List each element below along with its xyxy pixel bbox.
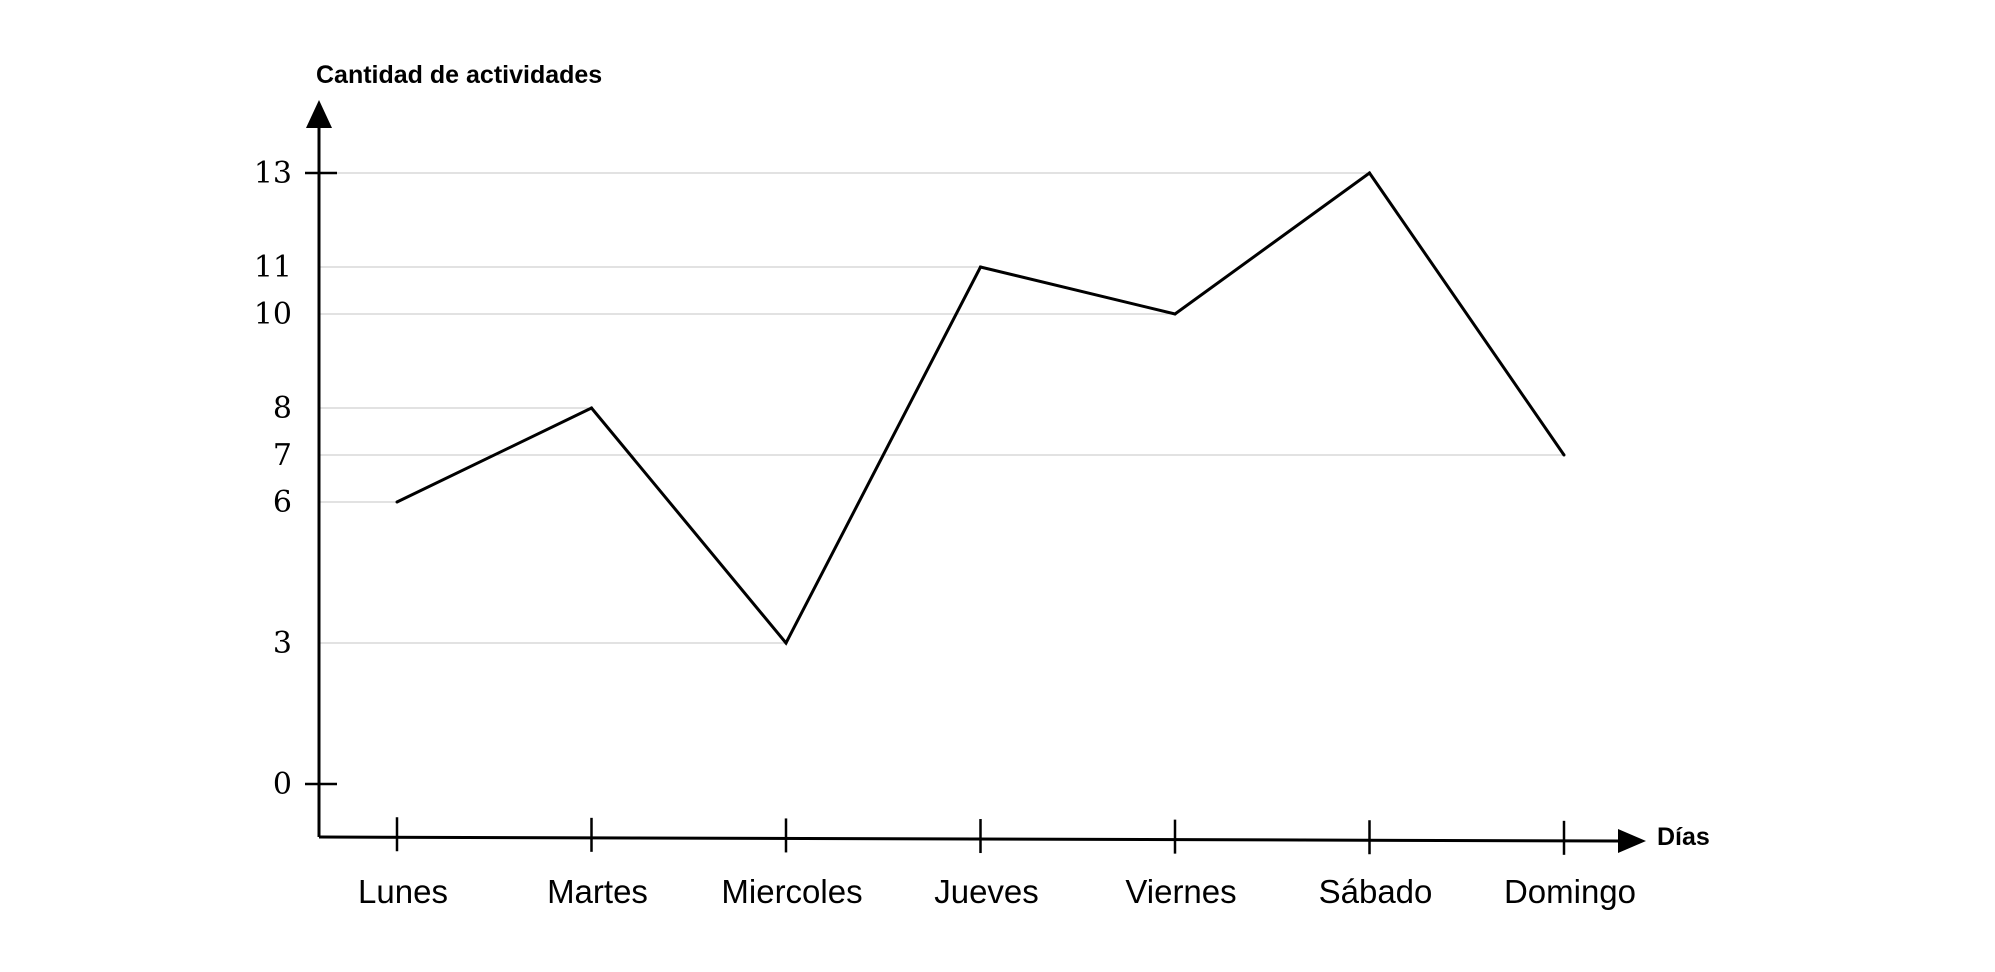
data-point: [979, 265, 982, 269]
y-tick-label: 7: [273, 438, 292, 473]
y-tick-label: 11: [254, 250, 292, 285]
x-tick-label: Viernes: [1125, 873, 1236, 910]
x-tick-label: Sábado: [1319, 873, 1433, 910]
y-axis-arrow-icon: [306, 100, 332, 128]
x-tick-label: Martes: [547, 873, 648, 910]
x-ticks: Lunes Martes Miercoles Jueves Viernes Sábado D…: [358, 817, 1636, 910]
axes: Cantidad de actividades Días: [306, 61, 1710, 853]
data-point: [784, 641, 788, 645]
y-tick-label: 3: [273, 626, 292, 661]
data-point: [1562, 453, 1566, 457]
y-ticks: 0 3 6 7 8 10 11 13: [254, 156, 337, 802]
x-tick-label: Miercoles: [721, 873, 862, 910]
data-point: [395, 500, 399, 504]
y-tick-label: 10: [254, 297, 292, 332]
data-point: [1368, 171, 1371, 175]
gridlines: [319, 172, 1564, 644]
x-tick-label: Domingo: [1504, 873, 1636, 910]
x-axis-title: Días: [1657, 823, 1710, 851]
x-tick-label: Lunes: [358, 873, 448, 910]
y-tick-label: 6: [273, 485, 292, 520]
data-point: [590, 406, 593, 410]
x-axis-arrow-icon: [1618, 829, 1646, 853]
y-tick-label: 13: [254, 156, 292, 191]
data-point: [1173, 312, 1177, 316]
y-tick-label: 8: [273, 391, 292, 426]
y-axis-title: Cantidad de actividades: [316, 61, 602, 89]
x-tick-label: Jueves: [934, 873, 1039, 910]
y-tick-label: 0: [273, 767, 292, 802]
series: [395, 170, 1566, 646]
x-axis-line: [318, 835, 1621, 843]
